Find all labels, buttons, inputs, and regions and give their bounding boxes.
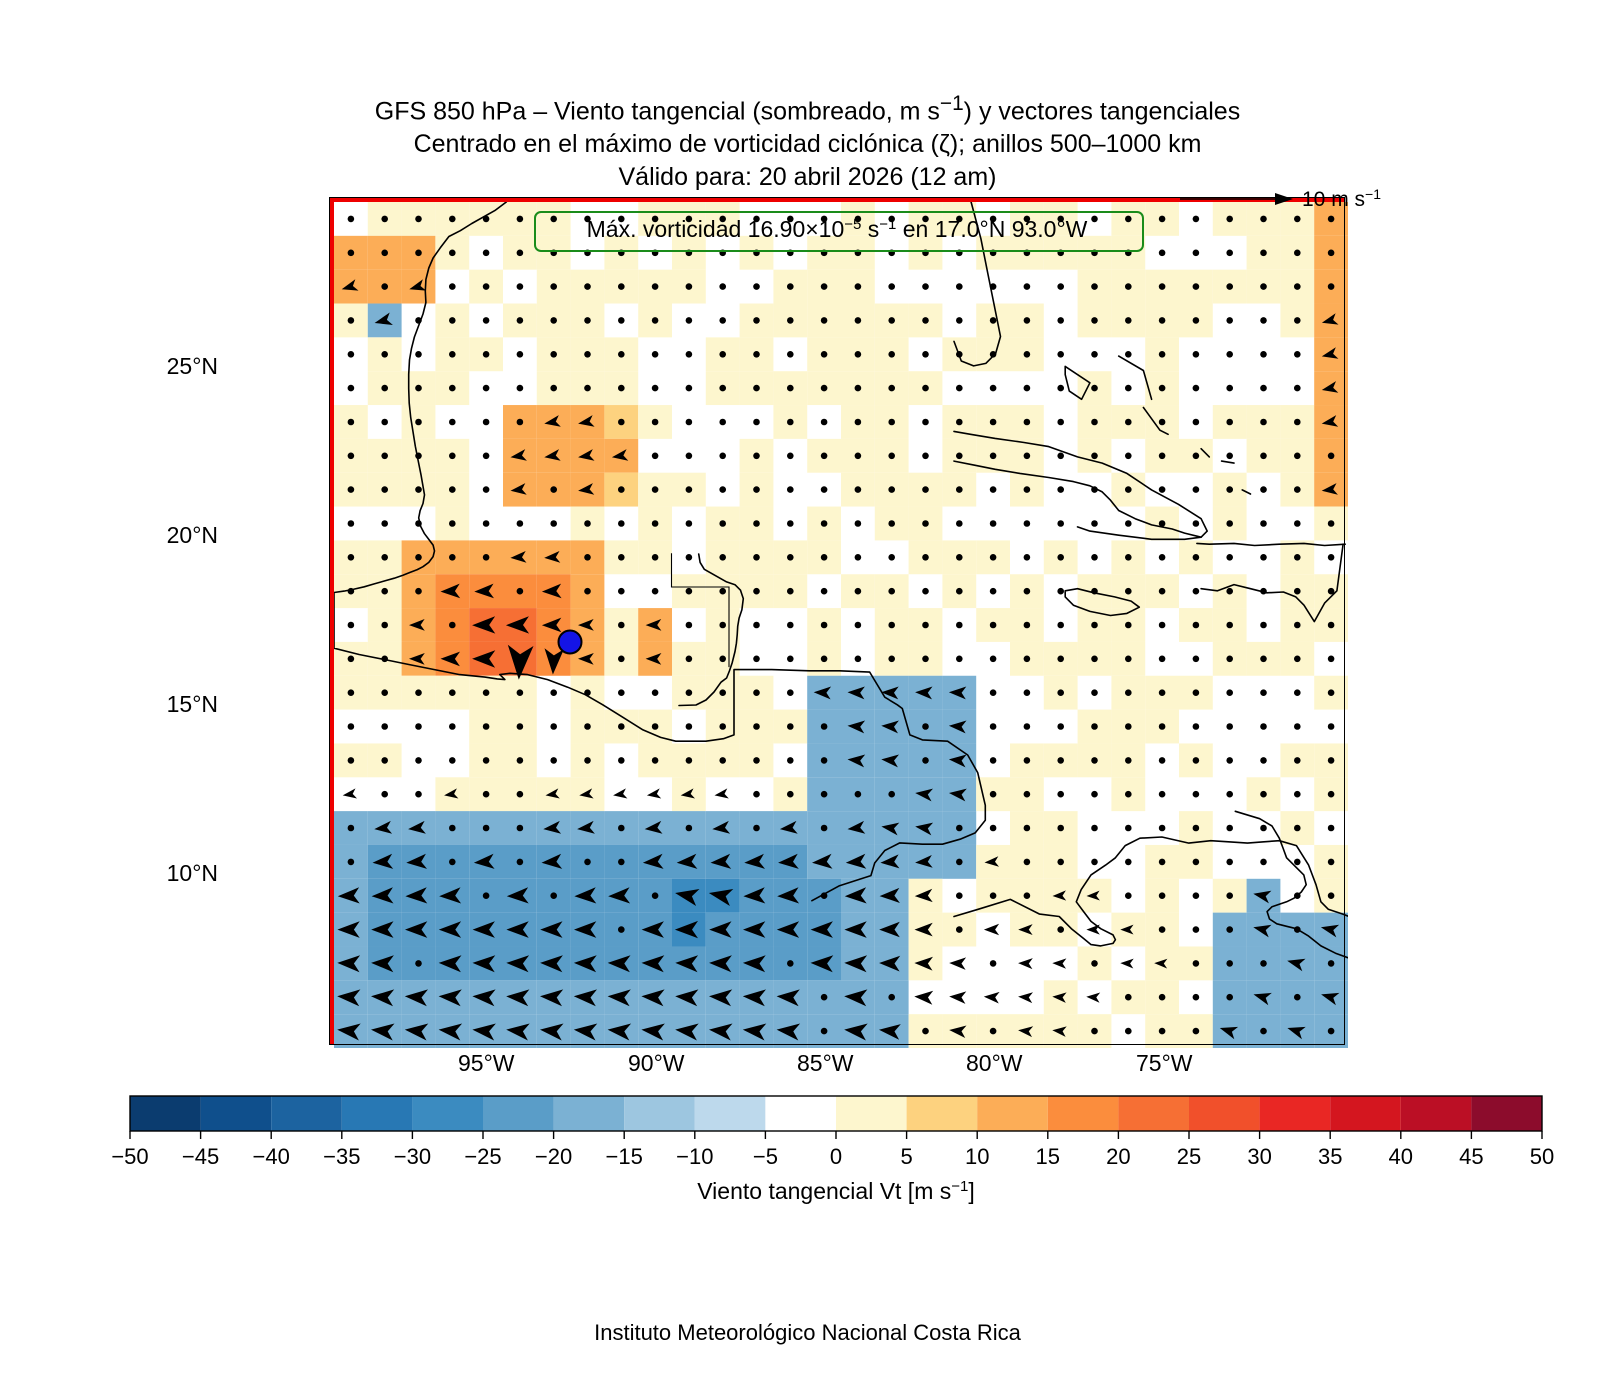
svg-text:−30: −30	[394, 1144, 431, 1169]
svg-text:20: 20	[1106, 1144, 1130, 1169]
svg-text:−25: −25	[464, 1144, 501, 1169]
svg-text:40: 40	[1389, 1144, 1413, 1169]
svg-text:−50: −50	[111, 1144, 148, 1169]
svg-text:30: 30	[1247, 1144, 1271, 1169]
svg-text:−15: −15	[606, 1144, 643, 1169]
svg-text:−5: −5	[753, 1144, 778, 1169]
svg-text:25: 25	[1177, 1144, 1201, 1169]
svg-text:0: 0	[830, 1144, 842, 1169]
svg-text:50: 50	[1530, 1144, 1554, 1169]
svg-text:5: 5	[900, 1144, 912, 1169]
svg-text:−40: −40	[253, 1144, 290, 1169]
svg-text:−20: −20	[535, 1144, 572, 1169]
svg-text:Viento tangencial Vt [m s−1]: Viento tangencial Vt [m s−1]	[697, 1178, 975, 1204]
svg-text:−10: −10	[676, 1144, 713, 1169]
svg-text:−45: −45	[182, 1144, 219, 1169]
svg-text:45: 45	[1459, 1144, 1483, 1169]
svg-text:15: 15	[1036, 1144, 1060, 1169]
svg-text:35: 35	[1318, 1144, 1342, 1169]
svg-text:−35: −35	[323, 1144, 360, 1169]
svg-text:10: 10	[965, 1144, 989, 1169]
